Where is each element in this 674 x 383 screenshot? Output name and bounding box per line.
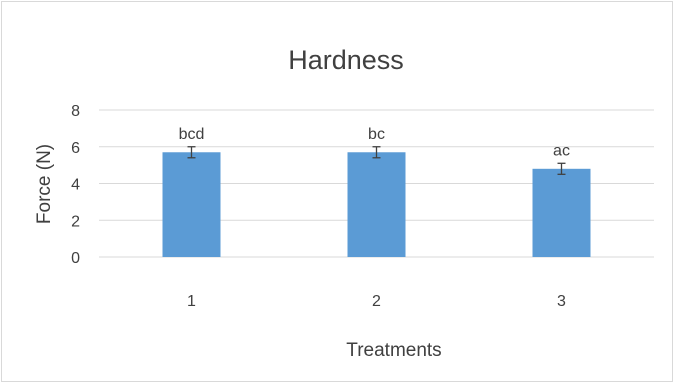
data-label-treatment-3: ac	[553, 142, 570, 159]
chart-title: Hardness	[288, 45, 404, 75]
y-tick-label: 2	[71, 213, 80, 230]
y-tick-label: 4	[71, 177, 80, 194]
x-tick-labels: 1 2 3	[187, 293, 566, 310]
error-bar-treatment-3	[557, 162, 566, 175]
y-tick-label: 8	[71, 103, 80, 120]
data-labels: bcd bc ac	[179, 126, 570, 160]
x-tick-label: 3	[557, 293, 566, 310]
error-bar-treatment-1	[187, 146, 196, 159]
y-tick-label: 6	[71, 140, 80, 157]
bars	[162, 152, 591, 257]
y-axis-title: Force (N)	[34, 144, 55, 224]
bar-treatment-2	[347, 152, 406, 257]
x-tick-label: 1	[187, 293, 196, 310]
data-label-treatment-1: bcd	[179, 126, 205, 143]
bar-treatment-3	[532, 168, 591, 257]
bar-treatment-1	[162, 152, 221, 257]
x-tick-label: 2	[372, 293, 381, 310]
y-tick-labels: 0 2 4 6 8	[71, 103, 80, 267]
error-bars	[187, 146, 566, 175]
error-bar-treatment-2	[372, 146, 381, 159]
data-label-treatment-2: bc	[368, 126, 385, 143]
x-axis-title: Treatments	[346, 340, 441, 361]
y-tick-label: 0	[71, 250, 80, 267]
